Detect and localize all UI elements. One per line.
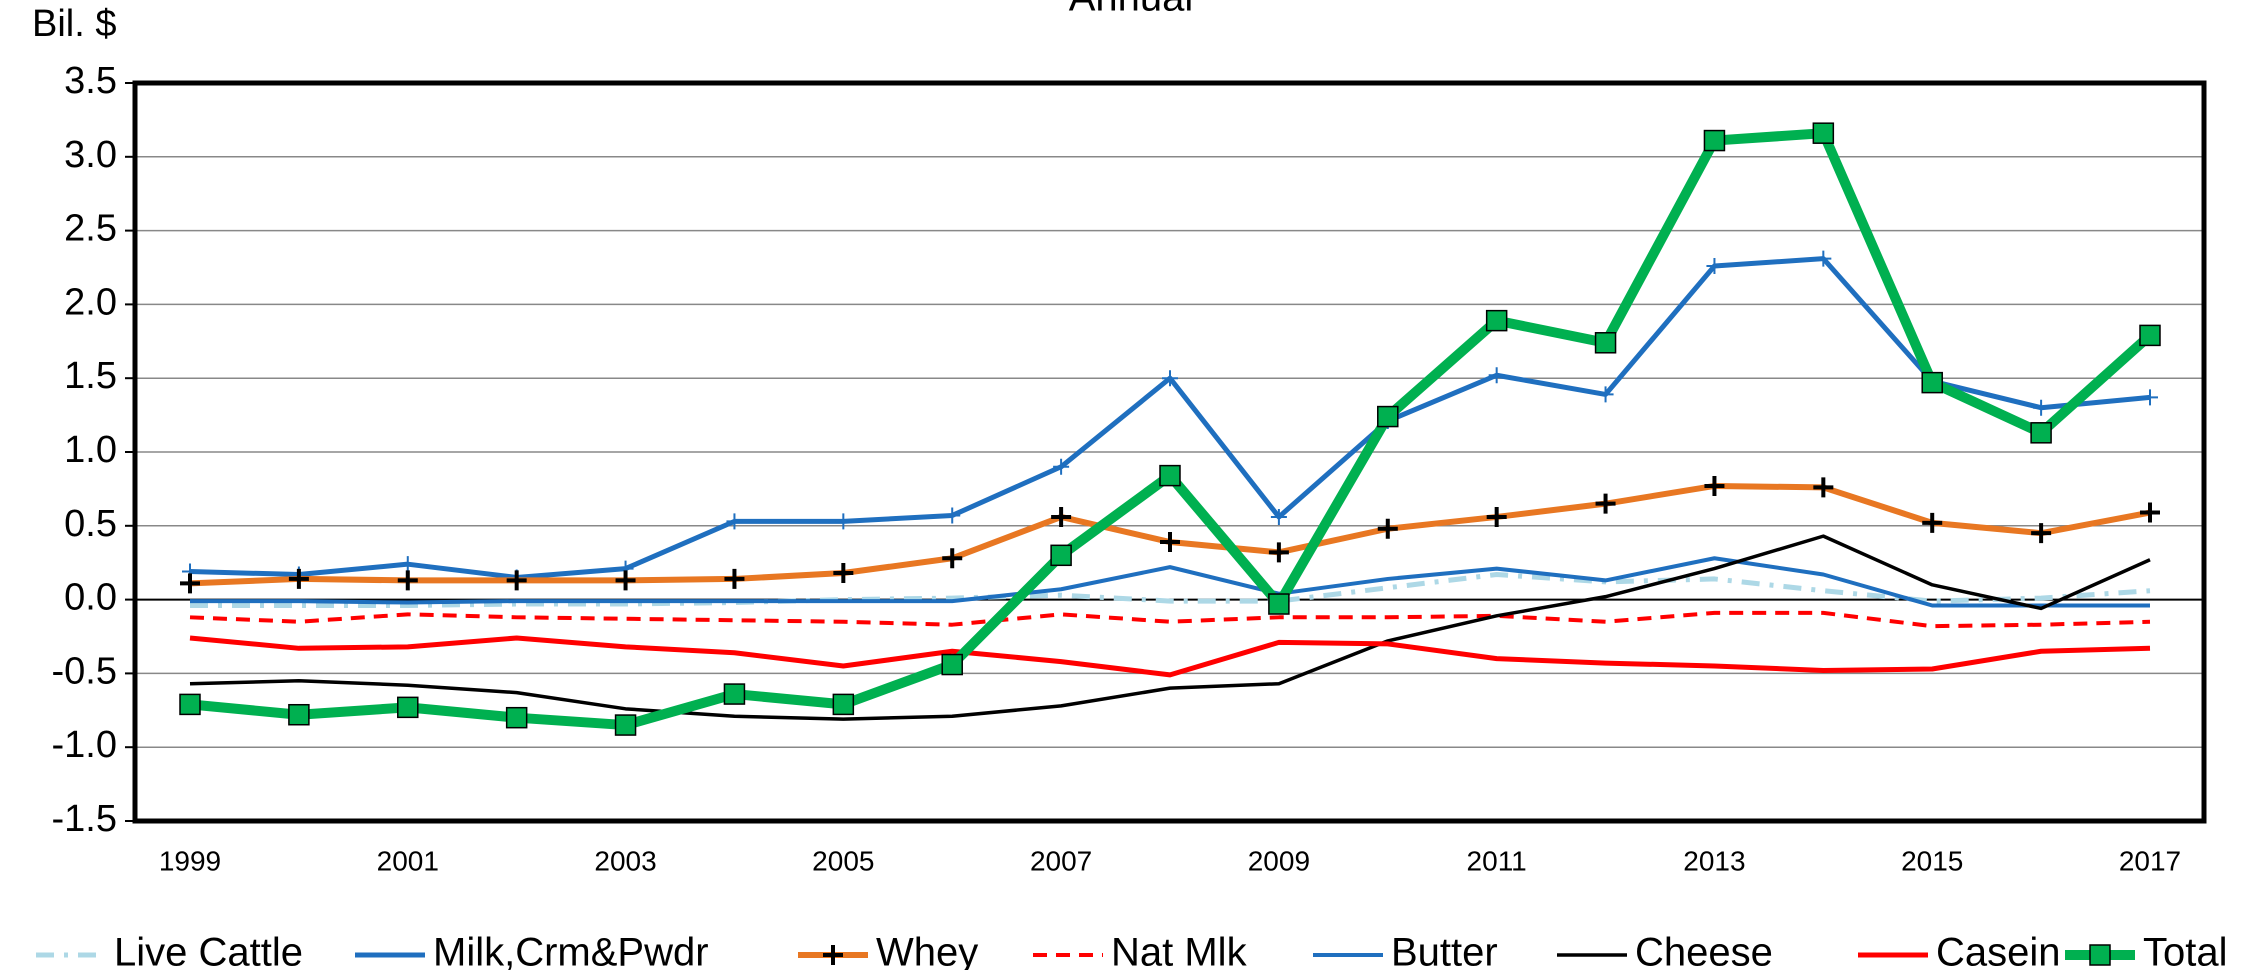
y-tick-label: -1.0 — [52, 724, 117, 766]
marker — [1377, 518, 1398, 539]
legend-label: Whey — [876, 931, 978, 970]
series-line — [189, 534, 2151, 721]
marker — [1922, 512, 1943, 533]
x-tick-label: 2011 — [1467, 845, 1527, 876]
x-tick-label: 2003 — [594, 845, 656, 876]
marker — [2033, 399, 2050, 416]
marker — [1050, 544, 1072, 567]
marker — [1921, 371, 1943, 394]
series-line — [190, 556, 2150, 608]
legend-label: Milk,Crm&Pwdr — [433, 931, 709, 970]
marker — [1377, 405, 1399, 428]
marker — [1268, 593, 1290, 615]
legend-label: Nat Mlk — [1111, 931, 1248, 970]
y-tick-label: -0.5 — [52, 650, 117, 692]
marker — [942, 548, 963, 569]
legend-label: Cheese — [1635, 931, 1773, 970]
marker — [1703, 129, 1726, 152]
marker — [288, 703, 310, 726]
y-axis-label: Bil. $ — [32, 3, 116, 45]
y-tick-label: 1.0 — [64, 429, 117, 471]
marker — [941, 653, 963, 676]
marker — [944, 507, 961, 524]
marker — [1595, 493, 1616, 514]
marker — [1162, 370, 1178, 387]
x-tick-label: 2017 — [2119, 845, 2181, 876]
marker — [1485, 309, 1508, 332]
y-tick-label: 3.5 — [64, 60, 117, 102]
marker — [835, 513, 852, 530]
marker — [615, 570, 636, 591]
marker — [1704, 475, 1725, 496]
chart-title: Annual — [1069, 0, 1194, 20]
y-tick-label: 0.5 — [64, 503, 117, 545]
marker — [288, 568, 309, 589]
marker — [2139, 324, 2161, 347]
marker — [1706, 258, 1723, 275]
marker — [1815, 250, 1832, 267]
marker — [1812, 122, 1835, 144]
marker — [2142, 389, 2158, 406]
x-tick-label: 2009 — [1248, 845, 1310, 876]
marker — [724, 568, 745, 589]
marker — [1053, 458, 1070, 475]
marker — [506, 570, 527, 591]
marker — [1813, 477, 1834, 498]
marker — [832, 693, 855, 716]
legend-marker — [823, 945, 843, 965]
legend-label: Butter — [1391, 931, 1498, 970]
series-line — [189, 635, 2151, 678]
marker — [1597, 386, 1614, 403]
legend-label: Casein — [1936, 931, 2061, 970]
marker — [2031, 523, 2052, 544]
marker — [2140, 502, 2160, 523]
x-tick-label: 2015 — [1901, 845, 1963, 876]
y-tick-label: 0.0 — [64, 577, 117, 619]
marker — [1268, 542, 1289, 563]
marker — [2030, 422, 2052, 444]
marker — [614, 714, 637, 736]
marker — [179, 693, 201, 716]
marker — [180, 573, 200, 594]
marker — [1160, 532, 1180, 553]
series-line — [190, 572, 2151, 609]
marker — [1051, 506, 1072, 527]
series-line — [189, 610, 2151, 629]
y-tick-label: -1.5 — [52, 798, 117, 840]
marker — [1486, 506, 1507, 527]
y-tick-label: 3.0 — [64, 134, 117, 176]
marker — [723, 683, 746, 705]
y-tick-label: 2.5 — [64, 208, 117, 250]
legend-marker — [2089, 944, 2111, 966]
x-tick-label: 2001 — [377, 845, 439, 876]
legend-label: Live Cattle — [114, 931, 303, 970]
x-tick-label: 2007 — [1030, 845, 1092, 876]
y-tick-label: 1.5 — [64, 355, 117, 397]
marker — [1488, 367, 1505, 384]
marker — [1270, 508, 1287, 525]
y-tick-label: 2.0 — [64, 281, 117, 323]
x-tick-label: 2013 — [1683, 845, 1745, 876]
marker — [397, 696, 419, 719]
marker — [1159, 464, 1181, 487]
marker — [1594, 332, 1617, 354]
marker — [833, 563, 854, 584]
x-tick-label: 2005 — [812, 845, 874, 876]
marker — [399, 556, 416, 573]
marker — [726, 513, 743, 530]
marker — [397, 570, 418, 591]
marker — [505, 706, 528, 729]
x-tick-label: 1999 — [159, 845, 221, 876]
plot-border — [132, 80, 2207, 824]
legend-label: Total — [2143, 931, 2228, 970]
